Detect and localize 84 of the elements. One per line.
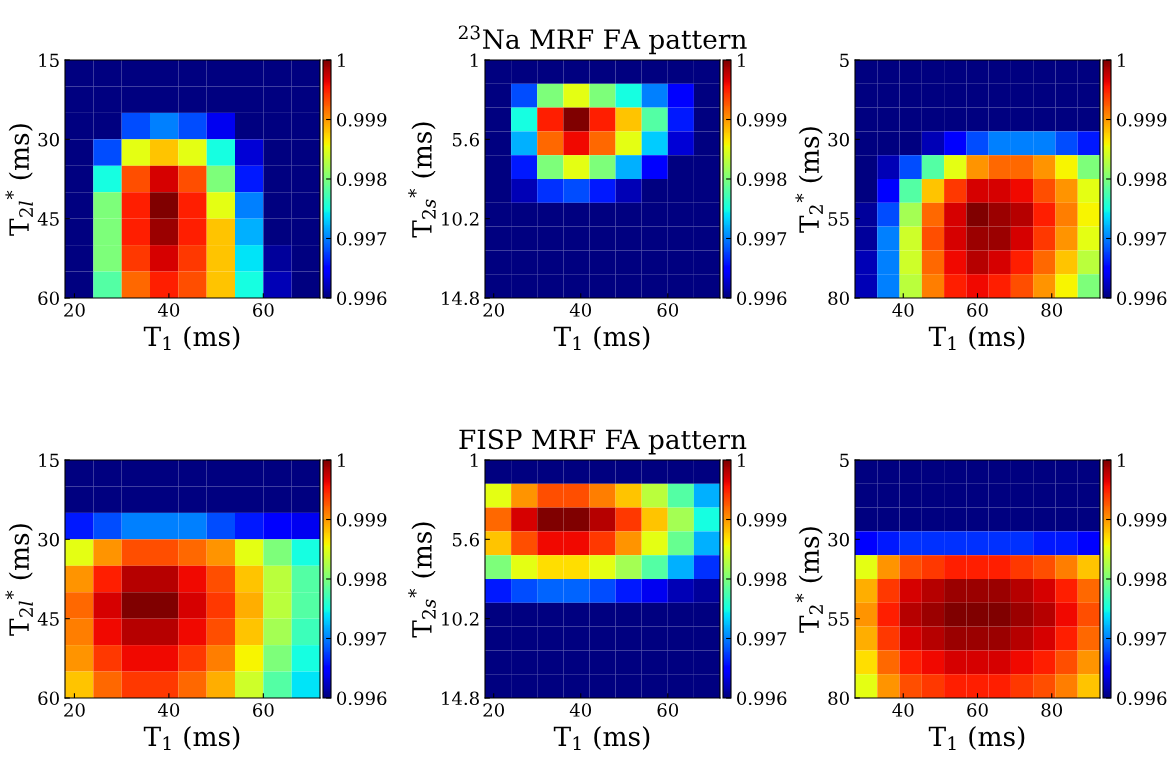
color-bar-label: 1: [338, 453, 345, 467]
color-bar-label: 0.996: [737, 291, 787, 306]
color-bar-label: 0.999: [737, 112, 787, 127]
color-bar-label: 1: [1118, 453, 1125, 467]
y-tick-label: 55: [828, 212, 849, 226]
y-tick-label: 5.6: [452, 132, 479, 147]
y-tick-label: 55: [828, 612, 849, 626]
y-tick-label: 14.8: [442, 291, 479, 306]
color-bar-label: 0.998: [737, 572, 787, 587]
x-tick-label: 80: [1041, 703, 1063, 717]
x-tick-label: 20: [483, 303, 504, 317]
x-tick-label: 60: [967, 303, 988, 317]
y-axis-title: T$_{2}$$^{*}$ (ms): [795, 527, 823, 633]
x-tick-label: 20: [483, 703, 504, 717]
color-bar-label: 0.999: [1117, 512, 1167, 527]
y-tick-label: 45: [37, 212, 59, 226]
y-tick-label: 15: [39, 53, 59, 68]
color-bar-label: 0.997: [337, 231, 387, 246]
color-bar-label: 0.996: [737, 691, 787, 706]
y-tick-label: 80: [828, 291, 849, 306]
y-axis-title: T$_{2s}$$^{*}$ (ms): [408, 522, 436, 638]
x-tick-label: 60: [253, 303, 274, 317]
y-axis-title: T$_{2}$$^{*}$ (ms): [795, 127, 823, 233]
x-tick-label: 60: [657, 303, 679, 317]
y-tick-label: 5.6: [452, 532, 479, 547]
color-bar-label: 0.999: [1117, 112, 1167, 127]
color-bar-label: 0.996: [1117, 691, 1167, 706]
y-axis-title: T$_{2l}$$^{*}$ (ms): [5, 124, 33, 236]
color-bar-label: 0.999: [337, 112, 387, 127]
color-bar-label: 0.998: [1117, 172, 1167, 187]
y-tick-label: 80: [828, 691, 849, 706]
y-tick-label: 60: [38, 291, 59, 306]
color-bar-label: 1: [738, 453, 745, 467]
y-tick-label: 10.2: [442, 612, 479, 626]
color-bar-label: 0.998: [337, 572, 387, 587]
color-bar-label: 0.996: [337, 291, 387, 306]
color-bar-label: 0.999: [737, 512, 787, 527]
x-tick-label: 40: [892, 303, 914, 317]
x-tick-label: 60: [657, 703, 679, 717]
x-tick-label: 40: [157, 703, 180, 717]
y-tick-label: 1: [470, 453, 478, 467]
x-tick-label: 40: [157, 303, 180, 317]
x-axis-title: T$_{1}$ (ms): [928, 325, 1025, 351]
x-tick-label: 20: [64, 703, 85, 717]
y-tick-label: 10.2: [442, 212, 479, 226]
x-tick-label: 60: [253, 703, 274, 717]
color-bar-label: 0.997: [737, 631, 787, 646]
y-axis-title: T$_{2l}$$^{*}$ (ms): [5, 524, 33, 636]
y-tick-label: 30: [828, 132, 849, 147]
color-bar-label: 1: [738, 53, 745, 67]
color-bar-label: 0.997: [337, 631, 387, 646]
y-tick-label: 60: [38, 691, 59, 706]
x-axis-title: T$_{1}$ (ms): [143, 325, 240, 351]
color-bar-label: 0.996: [337, 691, 387, 706]
y-tick-label: 30: [38, 532, 59, 547]
color-bar-label: 1: [1118, 53, 1125, 67]
y-tick-label: 45: [37, 612, 59, 626]
color-bar-label: 0.998: [737, 172, 787, 187]
y-tick-label: 30: [828, 532, 849, 547]
x-axis-title: T$_{1}$ (ms): [553, 325, 650, 351]
x-tick-label: 60: [967, 703, 988, 717]
color-bar-label: 0.998: [337, 172, 387, 187]
x-tick-label: 40: [569, 703, 592, 717]
y-tick-label: 14.8: [442, 691, 479, 706]
x-tick-label: 40: [569, 303, 592, 317]
y-tick-label: 15: [39, 453, 59, 468]
y-axis-title: T$_{2s}$$^{*}$ (ms): [408, 122, 436, 238]
color-bar-label: 0.997: [737, 231, 787, 246]
color-bar-label: 0.998: [1117, 572, 1167, 587]
color-bar-label: 0.997: [1117, 631, 1167, 646]
x-axis-title: T$_{1}$ (ms): [143, 725, 240, 751]
x-axis-title: T$_{1}$ (ms): [553, 725, 650, 751]
x-tick-label: 80: [1041, 303, 1063, 317]
color-bar-label: 0.997: [1117, 231, 1167, 246]
x-axis-title: T$_{1}$ (ms): [928, 725, 1025, 751]
y-tick-label: 5: [840, 453, 849, 468]
color-bar-label: 1: [338, 53, 345, 67]
x-tick-label: 40: [892, 703, 914, 717]
x-tick-label: 20: [64, 303, 85, 317]
color-bar-label: 0.999: [337, 512, 387, 527]
y-tick-label: 1: [470, 53, 478, 67]
y-tick-label: 5: [840, 53, 849, 68]
color-bar-label: 0.996: [1117, 291, 1167, 306]
y-tick-label: 30: [38, 132, 59, 147]
